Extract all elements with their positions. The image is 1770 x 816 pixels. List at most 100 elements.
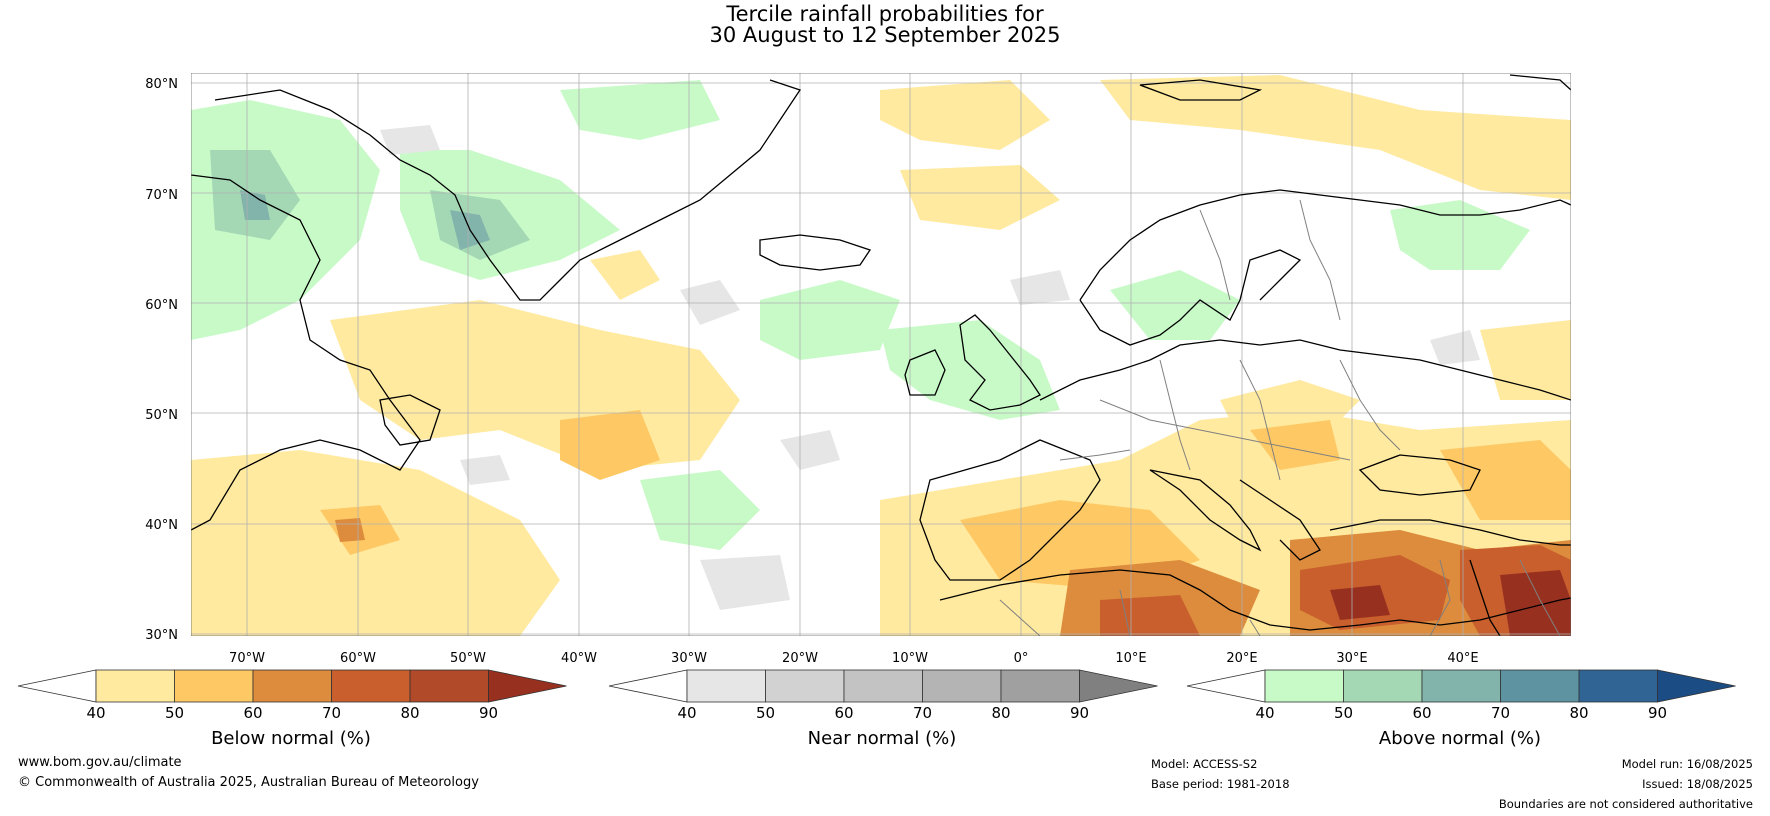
colorbar-segment [1500, 669, 1580, 703]
coastline-italy [1149, 469, 1262, 552]
near-normal-patch [700, 555, 790, 610]
coastline-greenland [214, 79, 802, 301]
coastline-arctic-islands [1139, 79, 1263, 101]
longitude-labels: 70°W 60°W 50°W 40°W 30°W 20°W 10°W 0° 10… [229, 651, 1479, 666]
coastline-iceland [759, 234, 872, 271]
lat-label: 40°N [145, 518, 178, 533]
colorbar-segment [331, 669, 411, 703]
colorbar-extend-high [488, 669, 567, 703]
colorbar-tick-label: 80 [400, 704, 419, 722]
below-normal-patch [880, 80, 1050, 150]
colorbar-tick-label: 70 [1491, 704, 1510, 722]
colorbar-segment [765, 669, 845, 703]
coastline-ireland [904, 349, 946, 396]
colorbar-tick-label: 50 [756, 704, 775, 722]
latitude-labels: 80°N 70°N 60°N 50°N 40°N 30°N [145, 77, 178, 643]
border-line [1239, 359, 1281, 481]
lon-label: 70°W [229, 651, 265, 666]
coastline-norway-south [1079, 249, 1302, 346]
model-run-text: Model run: 16/08/2025 [1621, 757, 1753, 771]
lon-label: 10°E [1115, 651, 1146, 666]
lat-label: 80°N [145, 77, 178, 92]
border-line [1429, 559, 1451, 636]
probability-shading [191, 75, 1571, 636]
colorbar-tick-label: 40 [86, 704, 105, 722]
coastline-scandinavia [1079, 189, 1571, 301]
colorbar-segment [922, 669, 1002, 703]
colorbar-tick-label: 90 [1070, 704, 1089, 722]
coastline-balkans [1239, 479, 1321, 561]
below-normal-patch [560, 410, 660, 480]
border-line [1099, 399, 1351, 461]
copyright-text: © Commonwealth of Australia 2025, Austra… [18, 775, 479, 790]
below-normal-patch [1100, 595, 1200, 636]
near-normal-patch [460, 455, 510, 485]
map-title-line2: 30 August to 12 September 2025 [709, 23, 1061, 47]
colorbar-extend-low [1186, 669, 1266, 703]
border-line [1299, 199, 1341, 321]
coastlines [191, 74, 1571, 636]
website-text: www.bom.gov.au/climate [18, 755, 182, 770]
border-line [999, 599, 1041, 636]
below-normal-patch [900, 165, 1060, 230]
below-normal-patch [1440, 440, 1571, 520]
colorbar-tick-label: 80 [1569, 704, 1588, 722]
lon-label: 30°W [671, 651, 707, 666]
border-line [1339, 359, 1401, 451]
above-normal-patch [1390, 200, 1530, 270]
above-normal-patch [640, 470, 760, 550]
colorbar-extend-high [1079, 669, 1158, 703]
colorbar-segment [1264, 669, 1344, 703]
issued-text: Issued: 18/08/2025 [1642, 777, 1753, 791]
colorbar-segment [843, 669, 923, 703]
colorbar-tick-label: 90 [1648, 704, 1667, 722]
below-normal-patch [1330, 585, 1390, 620]
colorbar-near-normal: Near normal (%) 40 50 60 70 80 90 [608, 669, 1158, 749]
colorbar-tick-label: 70 [322, 704, 341, 722]
below-normal-patch [1480, 320, 1571, 400]
lon-label: 30°E [1336, 651, 1367, 666]
near-normal-patch [380, 125, 440, 155]
lon-label: 40°E [1447, 651, 1478, 666]
below-normal-patch [1250, 420, 1340, 470]
colorbar-segment [1578, 669, 1658, 703]
colorbar-segment [1343, 669, 1423, 703]
near-normal-patch [780, 430, 840, 470]
colorbar-tick-label: 60 [834, 704, 853, 722]
disclaimer-text: Boundaries are not considered authoritat… [1498, 797, 1753, 811]
colorbar-segment [409, 669, 489, 703]
above-normal-patch [1110, 270, 1240, 340]
above-normal-patch [760, 280, 900, 360]
lon-label: 0° [1014, 651, 1029, 666]
coastline-europe [1039, 339, 1571, 401]
colorbar-segment [1000, 669, 1080, 703]
model-text: Model: ACCESS-S2 [1151, 757, 1258, 771]
colorbar-tick-label: 80 [991, 704, 1010, 722]
colorbar-tick-label: 90 [479, 704, 498, 722]
below-normal-patch [1500, 570, 1571, 636]
base-period-text: Base period: 1981-2018 [1151, 777, 1290, 791]
border-line [1249, 619, 1261, 636]
coastline-iberia [919, 439, 1101, 581]
colorbar-title: Near normal (%) [808, 728, 957, 749]
colorbar-segment [1421, 669, 1501, 703]
coastline-levant [1469, 559, 1501, 636]
lat-label: 60°N [145, 298, 178, 313]
colorbar-below-normal: Below normal (%) 40 50 60 70 80 90 [17, 669, 567, 749]
near-normal-patch [1430, 330, 1480, 365]
below-normal-patch [335, 518, 365, 542]
coastline-newfoundland [379, 394, 441, 446]
above-normal-patch [240, 190, 270, 220]
coastline-anatolia [1329, 519, 1571, 546]
near-normal-patch [1010, 270, 1070, 305]
lon-label: 40°W [561, 651, 597, 666]
colorbar-legends: Below normal (%) 40 50 60 70 80 90 Near norma… [17, 669, 1736, 749]
colorbar-segment [174, 669, 254, 703]
below-normal-patch [590, 250, 660, 300]
map-panel [191, 73, 1571, 636]
lon-label: 60°W [340, 651, 376, 666]
colorbar-tick-label: 40 [1255, 704, 1274, 722]
political-borders [999, 199, 1561, 636]
coastline-north-africa [939, 569, 1571, 631]
